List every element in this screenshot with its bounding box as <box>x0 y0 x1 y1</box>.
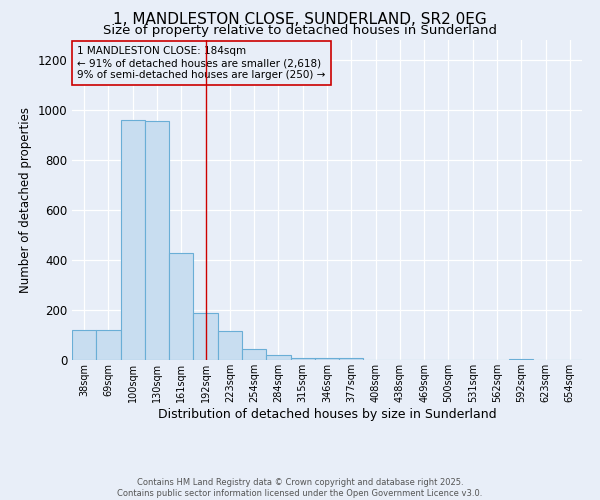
Bar <box>121 120 145 360</box>
Bar <box>72 330 96 360</box>
Bar <box>509 359 533 360</box>
Bar <box>315 358 339 360</box>
Y-axis label: Number of detached properties: Number of detached properties <box>19 107 32 293</box>
X-axis label: Distribution of detached houses by size in Sunderland: Distribution of detached houses by size … <box>158 408 496 420</box>
Text: Size of property relative to detached houses in Sunderland: Size of property relative to detached ho… <box>103 24 497 37</box>
Text: 1 MANDLESTON CLOSE: 184sqm
← 91% of detached houses are smaller (2,618)
9% of se: 1 MANDLESTON CLOSE: 184sqm ← 91% of deta… <box>77 46 325 80</box>
Bar <box>193 312 218 360</box>
Bar <box>145 121 169 360</box>
Bar <box>266 355 290 360</box>
Text: 1, MANDLESTON CLOSE, SUNDERLAND, SR2 0EG: 1, MANDLESTON CLOSE, SUNDERLAND, SR2 0EG <box>113 12 487 28</box>
Bar <box>290 358 315 360</box>
Bar <box>242 349 266 360</box>
Bar <box>96 330 121 360</box>
Bar <box>218 331 242 360</box>
Bar <box>339 358 364 360</box>
Bar <box>169 252 193 360</box>
Text: Contains HM Land Registry data © Crown copyright and database right 2025.
Contai: Contains HM Land Registry data © Crown c… <box>118 478 482 498</box>
